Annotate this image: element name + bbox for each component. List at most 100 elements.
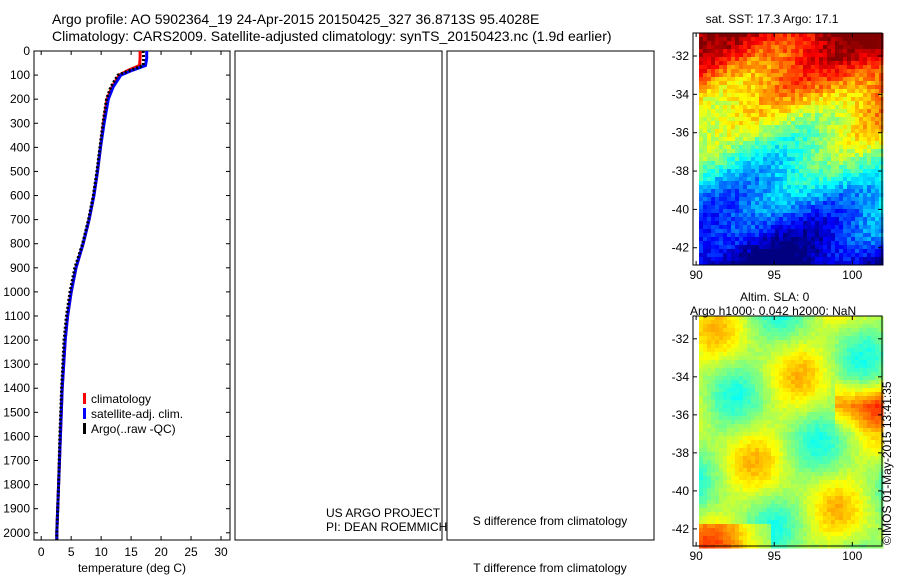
map-cell: [787, 53, 792, 58]
map-cell: [771, 384, 776, 389]
map-cell: [711, 157, 716, 162]
map-cell: [823, 129, 828, 134]
map-cell: [739, 241, 744, 246]
map-cell: [719, 117, 724, 122]
map-cell: [763, 472, 768, 477]
map-cell: [863, 404, 868, 409]
map-cell: [743, 396, 748, 401]
map-cell: [867, 360, 872, 365]
map-cell: [771, 117, 776, 122]
map-cell: [747, 249, 752, 254]
map-cell: [851, 444, 856, 449]
map-cell: [723, 504, 728, 509]
map-cell: [743, 181, 748, 186]
map-cell: [835, 388, 840, 393]
map-cell: [747, 384, 752, 389]
map-cell: [831, 173, 836, 178]
map-cell: [703, 237, 708, 242]
map-cell: [827, 133, 832, 138]
map-cell: [723, 205, 728, 210]
map-cell: [867, 33, 872, 38]
map-cell: [735, 257, 740, 262]
map-cell: [775, 97, 780, 102]
map-cell: [767, 360, 772, 365]
map-cell: [779, 177, 784, 182]
map-cell: [807, 241, 812, 246]
map-cell: [771, 416, 776, 421]
map-cell: [787, 237, 792, 242]
map-cell: [771, 320, 776, 325]
map-cell: [811, 153, 816, 158]
map-cell: [803, 257, 808, 262]
map-cell: [867, 400, 872, 405]
map-cell: [703, 169, 708, 174]
map-cell: [743, 209, 748, 214]
map-cell: [723, 213, 728, 218]
map-cell: [843, 173, 848, 178]
map-cell: [795, 141, 800, 146]
map-cell: [827, 444, 832, 449]
map-cell: [735, 500, 740, 505]
map-cell: [747, 476, 752, 481]
map-cell: [827, 109, 832, 114]
map-cell: [755, 368, 760, 373]
map-cell: [827, 484, 832, 489]
map-cell: [731, 161, 736, 166]
map-cell: [751, 97, 756, 102]
map-cell: [847, 328, 852, 333]
map-cell: [799, 173, 804, 178]
map-cell: [747, 468, 752, 473]
map-cell: [715, 412, 720, 417]
map-cell: [759, 416, 764, 421]
map-cell: [875, 496, 880, 501]
map-cell: [731, 480, 736, 485]
map-cell: [779, 356, 784, 361]
map-cell: [735, 384, 740, 389]
map-cell: [811, 249, 816, 254]
map-cell: [847, 73, 852, 78]
map-cell: [799, 45, 804, 50]
map-cell: [727, 149, 732, 154]
map-cell: [859, 69, 864, 74]
map-cell: [823, 360, 828, 365]
map-cell: [787, 109, 792, 114]
map-cell: [803, 484, 808, 489]
map-cell: [767, 500, 772, 505]
map-cell: [739, 496, 744, 501]
map-cell: [851, 73, 856, 78]
map-cell: [707, 368, 712, 373]
map-cell: [759, 113, 764, 118]
map-cell: [783, 105, 788, 110]
map-cell: [799, 153, 804, 158]
map-cell: [767, 372, 772, 377]
map-cell: [839, 468, 844, 473]
map-cell: [719, 217, 724, 222]
map-cell: [851, 229, 856, 234]
map-cell: [739, 424, 744, 429]
map-cell: [755, 384, 760, 389]
map-cell: [859, 205, 864, 210]
map-cell: [835, 129, 840, 134]
map-cell: [807, 157, 812, 162]
map-cell: [779, 41, 784, 46]
map-cell: [787, 165, 792, 170]
map-cell: [863, 221, 868, 226]
map-cell: [711, 332, 716, 337]
map-cell: [783, 400, 788, 405]
map-cell: [843, 384, 848, 389]
map-cell: [795, 181, 800, 186]
map-cell: [711, 129, 716, 134]
map-cell: [851, 173, 856, 178]
map-cell: [827, 225, 832, 230]
map-cell: [719, 320, 724, 325]
map-cell: [815, 137, 820, 142]
map-cell: [707, 201, 712, 206]
map-cell: [803, 324, 808, 329]
map-cell: [791, 241, 796, 246]
map-cell: [803, 173, 808, 178]
map-cell: [779, 189, 784, 194]
map-cell: [847, 496, 852, 501]
map-cell: [871, 388, 876, 393]
map-cell: [811, 129, 816, 134]
map-cell: [807, 257, 812, 262]
